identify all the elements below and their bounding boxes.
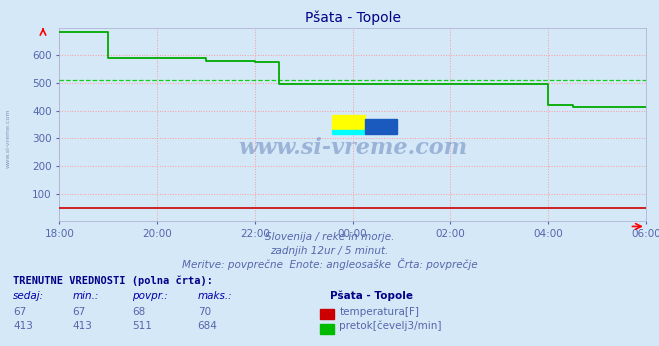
Text: maks.:: maks.: xyxy=(198,291,233,301)
Text: TRENUTNE VREDNOSTI (polna črta):: TRENUTNE VREDNOSTI (polna črta): xyxy=(13,276,213,286)
Text: zadnjih 12ur / 5 minut.: zadnjih 12ur / 5 minut. xyxy=(270,246,389,256)
Text: 413: 413 xyxy=(72,321,92,331)
Text: Meritve: povprečne  Enote: angleosaške  Črta: povprečje: Meritve: povprečne Enote: angleosaške Čr… xyxy=(182,258,477,270)
Text: www.si-vreme.com: www.si-vreme.com xyxy=(5,109,11,168)
Text: 70: 70 xyxy=(198,307,211,317)
Title: Pšata - Topole: Pšata - Topole xyxy=(304,11,401,25)
Text: 684: 684 xyxy=(198,321,217,331)
Text: min.:: min.: xyxy=(72,291,99,301)
Text: 67: 67 xyxy=(13,307,26,317)
Text: 413: 413 xyxy=(13,321,33,331)
Text: Slovenija / reke in morje.: Slovenija / reke in morje. xyxy=(265,233,394,243)
Bar xyxy=(332,130,365,134)
Text: temperatura[F]: temperatura[F] xyxy=(339,307,419,317)
Text: 511: 511 xyxy=(132,321,152,331)
Text: povpr.:: povpr.: xyxy=(132,291,167,301)
Text: www.si-vreme.com: www.si-vreme.com xyxy=(238,137,467,159)
Text: sedaj:: sedaj: xyxy=(13,291,44,301)
Text: 68: 68 xyxy=(132,307,145,317)
Text: Pšata - Topole: Pšata - Topole xyxy=(330,291,413,301)
Text: pretok[čevelj3/min]: pretok[čevelj3/min] xyxy=(339,321,442,331)
Text: 67: 67 xyxy=(72,307,86,317)
Bar xyxy=(365,119,397,134)
Bar xyxy=(332,115,365,130)
